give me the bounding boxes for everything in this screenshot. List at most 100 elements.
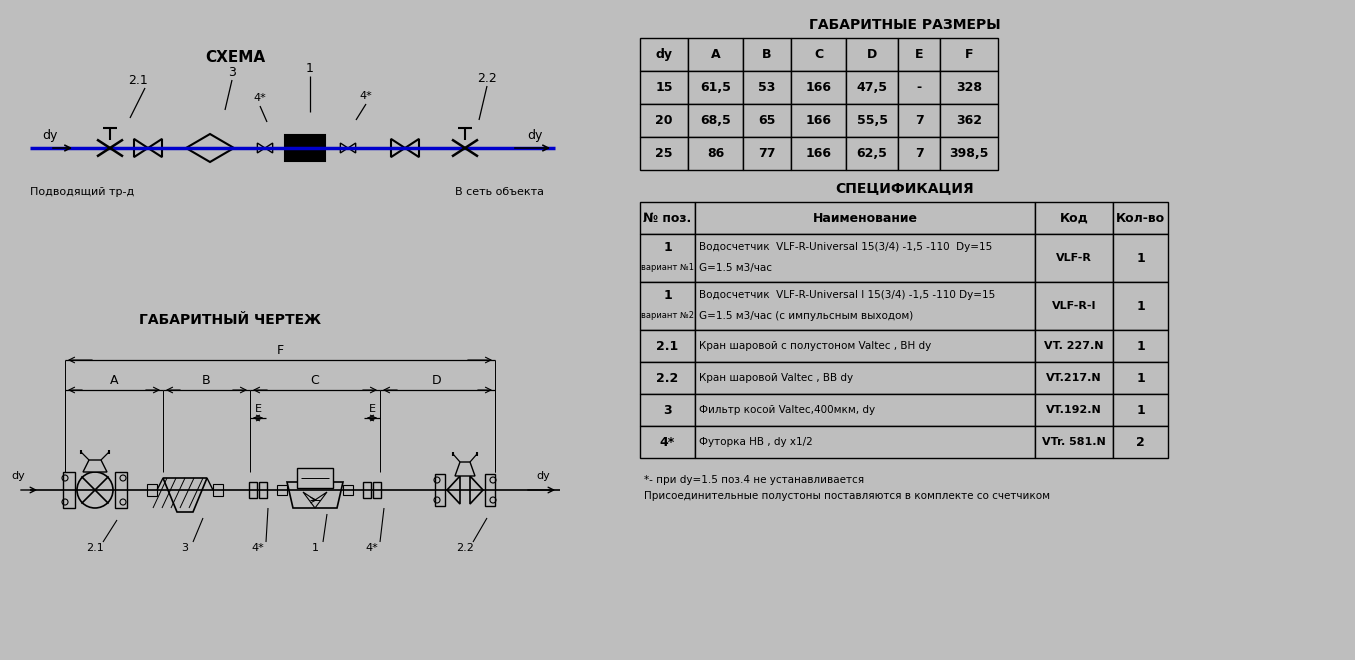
Bar: [743, 137, 791, 170]
Bar: [115, 472, 127, 508]
Bar: [743, 104, 791, 137]
Text: 3: 3: [228, 65, 236, 79]
Bar: [940, 137, 999, 170]
Text: B: B: [763, 48, 772, 61]
Bar: [940, 71, 999, 104]
Text: 166: 166: [805, 81, 832, 94]
Text: 68,5: 68,5: [701, 114, 730, 127]
Text: E: E: [369, 404, 375, 414]
Text: 3: 3: [182, 543, 188, 553]
Bar: [743, 71, 791, 104]
Bar: [640, 104, 688, 137]
Bar: [1112, 202, 1168, 234]
Bar: [940, 104, 999, 137]
Text: E: E: [915, 48, 923, 61]
Bar: [640, 137, 688, 170]
Bar: [898, 104, 940, 137]
Text: 4*: 4*: [253, 93, 267, 103]
Text: B: B: [202, 374, 210, 387]
Text: № поз.: № поз.: [644, 211, 691, 224]
Text: 4*: 4*: [252, 543, 264, 553]
Polygon shape: [392, 139, 405, 157]
Text: 328: 328: [957, 81, 982, 94]
Text: *- при dy=1.5 поз.4 не устанавливается: *- при dy=1.5 поз.4 не устанавливается: [644, 475, 864, 485]
Text: 65: 65: [759, 114, 775, 127]
Bar: [1112, 234, 1168, 282]
Bar: [695, 330, 1035, 362]
Polygon shape: [470, 476, 482, 504]
Text: 2.1: 2.1: [656, 339, 679, 352]
Text: -: -: [916, 81, 921, 94]
Bar: [146, 484, 157, 496]
Text: C: C: [814, 48, 822, 61]
Text: F: F: [276, 343, 283, 356]
Text: D: D: [867, 48, 877, 61]
Bar: [249, 482, 257, 498]
Bar: [1035, 426, 1112, 458]
Bar: [791, 71, 846, 104]
Text: 25: 25: [656, 147, 672, 160]
Text: 2.2: 2.2: [457, 543, 474, 553]
Polygon shape: [447, 476, 459, 504]
Text: D: D: [432, 374, 442, 387]
Text: Наименование: Наименование: [813, 211, 917, 224]
Text: 1: 1: [1135, 403, 1145, 416]
Bar: [1035, 394, 1112, 426]
Text: 47,5: 47,5: [856, 81, 888, 94]
Text: Водосчетчик  VLF-R-Universal I 15(3/4) -1,5 -110 Dy=15: Водосчетчик VLF-R-Universal I 15(3/4) -1…: [699, 290, 996, 300]
Text: 7: 7: [915, 114, 923, 127]
Text: ГАБАРИТНЫЙ ЧЕРТЕЖ: ГАБАРИТНЫЙ ЧЕРТЕЖ: [140, 313, 321, 327]
Bar: [695, 362, 1035, 394]
Bar: [898, 137, 940, 170]
Polygon shape: [304, 492, 327, 508]
Text: Футорка НВ , dy x1/2: Футорка НВ , dy x1/2: [699, 437, 813, 447]
Text: VT.217.N: VT.217.N: [1046, 373, 1102, 383]
Text: A: A: [110, 374, 118, 387]
Text: Код: Код: [1060, 211, 1088, 224]
Bar: [898, 38, 940, 71]
Text: 1: 1: [1135, 339, 1145, 352]
Bar: [688, 71, 743, 104]
Text: 61,5: 61,5: [701, 81, 730, 94]
Bar: [743, 38, 791, 71]
Bar: [213, 484, 224, 496]
Text: 362: 362: [957, 114, 982, 127]
Text: вариант №2: вариант №2: [641, 311, 694, 320]
Bar: [695, 394, 1035, 426]
Text: 3: 3: [663, 403, 672, 416]
Text: VTr. 581.N: VTr. 581.N: [1042, 437, 1106, 447]
Bar: [62, 472, 75, 508]
Bar: [640, 282, 695, 330]
Bar: [1112, 282, 1168, 330]
Polygon shape: [134, 139, 148, 157]
Bar: [1112, 394, 1168, 426]
Text: ГАБАРИТНЫЕ РАЗМЕРЫ: ГАБАРИТНЫЕ РАЗМЕРЫ: [809, 18, 1001, 32]
Text: СПЕЦИФИКАЦИЯ: СПЕЦИФИКАЦИЯ: [836, 181, 974, 195]
Bar: [791, 137, 846, 170]
Text: VT. 227.N: VT. 227.N: [1045, 341, 1104, 351]
Text: Кран шаровой с полустоном Valtec , ВН dy: Кран шаровой с полустоном Valtec , ВН dy: [699, 341, 931, 351]
Text: 4*: 4*: [359, 91, 373, 101]
Text: СХЕМА: СХЕМА: [205, 51, 266, 65]
Text: E: E: [255, 404, 262, 414]
Bar: [640, 38, 688, 71]
Text: VLF-R: VLF-R: [1056, 253, 1092, 263]
Bar: [1112, 362, 1168, 394]
Text: 4*: 4*: [660, 436, 675, 449]
Text: C: C: [310, 374, 320, 387]
Text: вариант №1: вариант №1: [641, 263, 694, 272]
Text: A: A: [710, 48, 721, 61]
Text: G=1.5 м3/час (с импульсным выходом): G=1.5 м3/час (с импульсным выходом): [699, 311, 913, 321]
Text: dy: dy: [537, 471, 550, 481]
Bar: [285, 135, 325, 161]
Polygon shape: [163, 478, 207, 512]
Text: dy: dy: [527, 129, 543, 141]
Bar: [1035, 330, 1112, 362]
Bar: [640, 394, 695, 426]
Text: dy: dy: [11, 471, 24, 481]
Bar: [695, 234, 1035, 282]
Polygon shape: [405, 139, 419, 157]
Bar: [688, 137, 743, 170]
Bar: [640, 71, 688, 104]
Bar: [898, 71, 940, 104]
